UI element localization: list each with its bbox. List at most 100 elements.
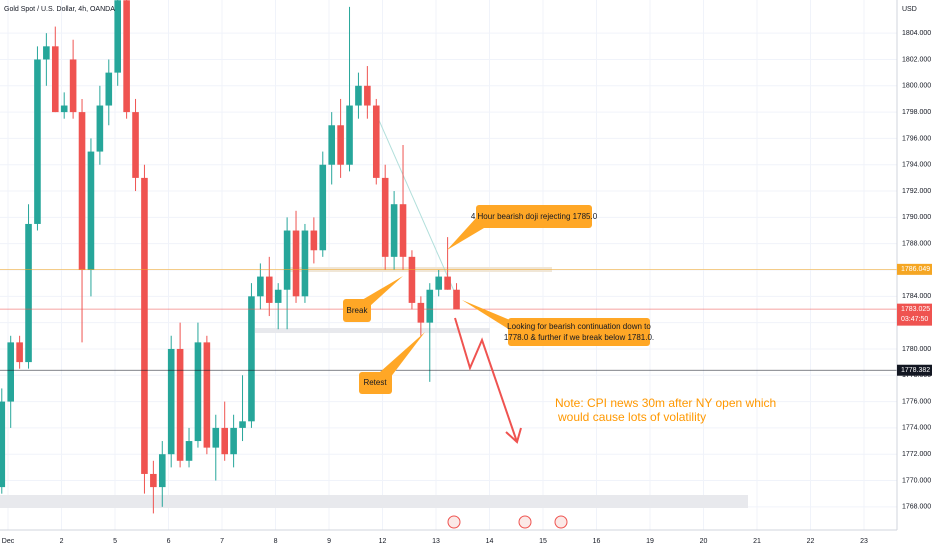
candle-body xyxy=(274,289,282,303)
x-tick-label: Dec xyxy=(2,538,15,545)
y-tick-label: 1776.000 xyxy=(902,398,931,405)
candle-body xyxy=(212,427,220,448)
event-icon xyxy=(518,515,532,529)
candle-body xyxy=(221,427,228,455)
candle-body xyxy=(158,454,166,488)
candle-body xyxy=(87,151,95,270)
candle-body xyxy=(292,230,300,297)
callout-pointer xyxy=(447,218,484,250)
y-tick-label: 1792.000 xyxy=(902,188,931,195)
candle-body xyxy=(185,441,193,461)
candle-body xyxy=(283,230,291,290)
candle-body xyxy=(60,105,68,113)
projection-arrow xyxy=(454,317,522,444)
arrow-head xyxy=(505,427,522,444)
annotation: Retest xyxy=(363,378,387,387)
event-icons xyxy=(447,515,568,529)
candle-body xyxy=(34,59,41,224)
candle-body xyxy=(230,427,237,455)
annotation: Break xyxy=(347,306,369,315)
candle-body xyxy=(239,421,246,428)
candle-body xyxy=(176,348,184,461)
candle-body xyxy=(346,105,353,165)
price-label: 1786.049 xyxy=(901,266,930,273)
y-tick-label: 1770.000 xyxy=(902,477,931,484)
candle-body xyxy=(390,204,398,257)
price-label-box xyxy=(897,263,932,275)
candle-body xyxy=(203,342,211,448)
annotation: Looking for bearish continuation down to xyxy=(507,322,651,331)
candle-body xyxy=(16,342,23,363)
candle-body xyxy=(364,85,371,106)
y-tick-label: 1768.000 xyxy=(902,504,931,511)
callout-pointer xyxy=(380,332,425,378)
candles xyxy=(0,0,897,514)
y-tick-label: 1794.000 xyxy=(902,162,931,169)
callout-box xyxy=(508,318,650,346)
candle-body xyxy=(328,125,335,165)
support-zone xyxy=(0,495,748,508)
y-tick-label: 1796.000 xyxy=(902,135,931,142)
x-tick-label: 5 xyxy=(113,538,117,545)
annotation: 1778.0 & further if we break below 1781.… xyxy=(504,333,654,342)
x-tick-label: 20 xyxy=(700,538,708,545)
annotation: 4 Hour bearish doji rejecting 1785.0 xyxy=(471,212,598,221)
callout-pointer xyxy=(462,300,510,330)
candle-body xyxy=(257,276,264,297)
candle-body xyxy=(355,85,362,106)
y-tick-label: 1788.000 xyxy=(902,241,931,248)
callout-box xyxy=(476,205,592,228)
note: would cause lots of volatility xyxy=(557,410,706,424)
x-tick-label: 14 xyxy=(486,538,494,545)
candle-body xyxy=(150,473,157,488)
candle-body xyxy=(301,230,309,297)
candle-body xyxy=(337,125,344,165)
candle-body xyxy=(426,289,434,323)
event-icon xyxy=(447,515,461,529)
callout-box xyxy=(343,299,371,322)
callout-box xyxy=(359,372,392,394)
candle-body xyxy=(123,0,130,113)
candle-body xyxy=(444,276,451,290)
x-tick-label: 16 xyxy=(593,538,601,545)
event-icon xyxy=(554,515,568,529)
note: Note: CPI news 30m after NY open which xyxy=(555,396,776,410)
candle-body xyxy=(372,105,380,178)
x-tick-label: 6 xyxy=(167,538,171,545)
candle-body xyxy=(265,276,273,303)
arrow-path xyxy=(454,317,518,443)
chart-title: Gold Spot / U.S. Dollar, 4h, OANDA xyxy=(4,6,115,13)
y-tick-label: 1802.000 xyxy=(902,56,931,63)
candle-body xyxy=(25,223,32,363)
callout-pointer xyxy=(362,276,403,306)
callouts: 4 Hour bearish doji rejecting 1785.0 Bre… xyxy=(343,205,776,424)
x-tick-label: 12 xyxy=(379,538,387,545)
candle-body xyxy=(310,230,318,251)
x-tick-label: 23 xyxy=(860,538,868,545)
candle-body xyxy=(399,204,407,257)
candle-body xyxy=(43,46,50,60)
candle-body xyxy=(51,46,59,113)
x-tick-label: 15 xyxy=(539,538,547,545)
x-tick-label: 9 xyxy=(327,538,331,545)
candle-body xyxy=(7,342,14,402)
candle-body xyxy=(96,105,104,152)
candle-body xyxy=(381,177,389,257)
price-label: 1783.025 xyxy=(901,306,930,313)
countdown: 03:47:50 xyxy=(901,316,928,323)
candle-body xyxy=(69,59,77,113)
y-tick-label: 1804.000 xyxy=(902,30,931,37)
y-tick-label: 1780.000 xyxy=(902,346,931,353)
candle-body xyxy=(194,342,202,442)
price-label-box xyxy=(897,303,932,326)
axes: 1768.000 1770.000 1772.000 1774.000 1776.000… xyxy=(2,30,932,545)
y-tick-label: 1772.000 xyxy=(902,451,931,458)
y-tick-label: 1790.000 xyxy=(902,214,931,221)
x-tick-label: 13 xyxy=(432,538,440,545)
candle-body xyxy=(408,256,416,303)
y-tick-label: 1800.000 xyxy=(902,83,931,90)
candle-body xyxy=(132,112,139,178)
candle-body xyxy=(248,296,255,422)
